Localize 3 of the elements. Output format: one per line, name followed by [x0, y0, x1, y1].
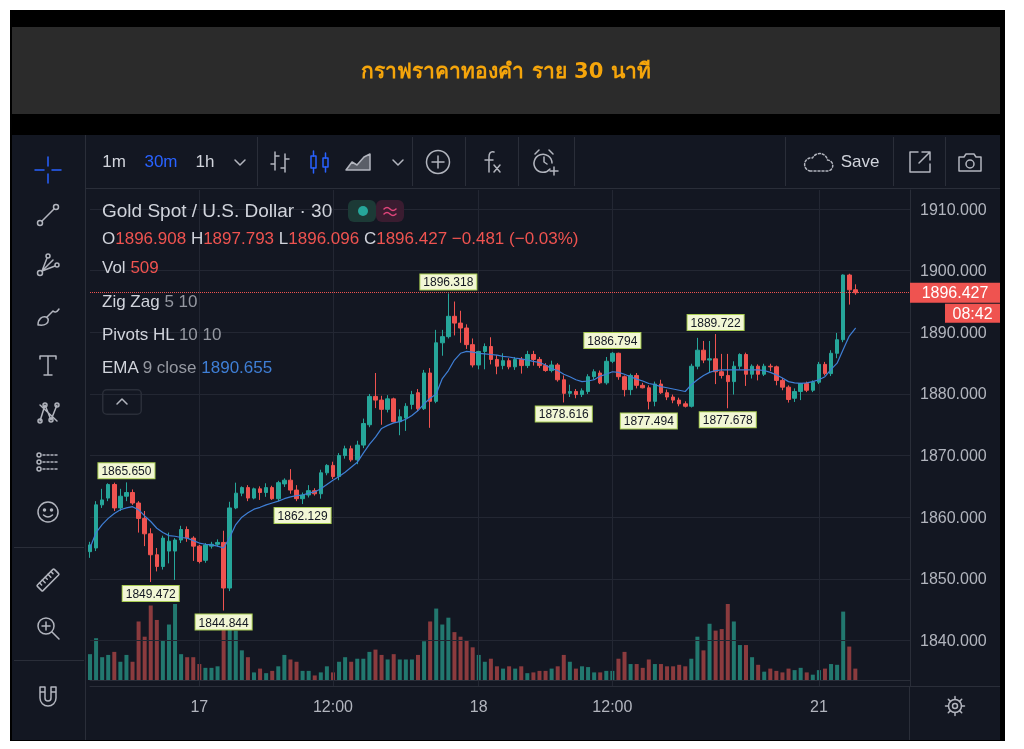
bar: [88, 654, 92, 680]
bar: [94, 638, 99, 680]
candlestick: [94, 500, 98, 552]
